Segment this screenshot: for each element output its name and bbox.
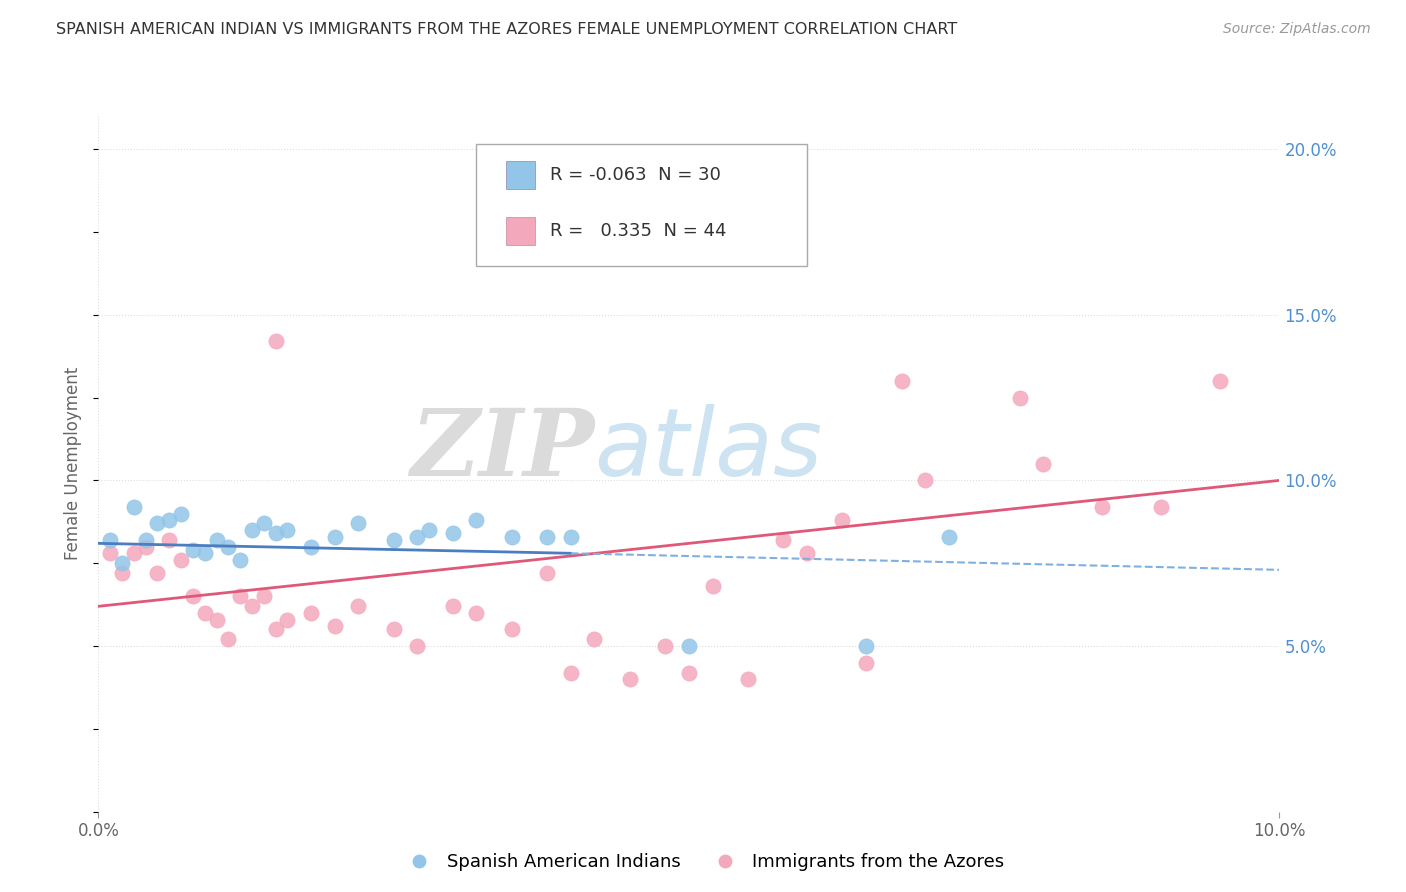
Point xyxy=(205,613,228,627)
Point xyxy=(465,513,488,527)
Point xyxy=(264,623,287,637)
Point xyxy=(560,530,582,544)
Point xyxy=(441,599,464,614)
Point xyxy=(111,556,134,570)
Point xyxy=(170,553,193,567)
Point xyxy=(181,590,204,604)
Point xyxy=(146,516,169,531)
Point xyxy=(560,665,582,680)
Point xyxy=(264,334,287,349)
Point xyxy=(276,523,298,537)
Point xyxy=(1091,500,1114,514)
Point xyxy=(240,599,263,614)
Point xyxy=(702,579,724,593)
Y-axis label: Female Unemployment: Female Unemployment xyxy=(65,368,83,560)
Point xyxy=(619,672,641,686)
Point xyxy=(914,474,936,488)
Point xyxy=(737,672,759,686)
Point xyxy=(217,540,239,554)
Point xyxy=(536,566,558,581)
Text: R = -0.063  N = 30: R = -0.063 N = 30 xyxy=(550,166,720,184)
Point xyxy=(98,546,121,560)
Point xyxy=(253,590,276,604)
Point xyxy=(98,533,121,547)
Text: Source: ZipAtlas.com: Source: ZipAtlas.com xyxy=(1223,22,1371,37)
Point xyxy=(465,606,488,620)
Point xyxy=(194,606,217,620)
Point xyxy=(855,639,877,653)
Point xyxy=(194,546,217,560)
Point xyxy=(347,516,370,531)
Point xyxy=(406,530,429,544)
Point xyxy=(678,639,700,653)
Point xyxy=(1032,457,1054,471)
Point xyxy=(347,599,370,614)
Point xyxy=(855,656,877,670)
Text: SPANISH AMERICAN INDIAN VS IMMIGRANTS FROM THE AZORES FEMALE UNEMPLOYMENT CORREL: SPANISH AMERICAN INDIAN VS IMMIGRANTS FR… xyxy=(56,22,957,37)
Point xyxy=(1008,391,1031,405)
FancyBboxPatch shape xyxy=(506,217,536,244)
FancyBboxPatch shape xyxy=(477,144,807,266)
Point xyxy=(135,540,157,554)
Point xyxy=(181,543,204,558)
Point xyxy=(406,639,429,653)
Point xyxy=(229,553,252,567)
Point xyxy=(146,566,169,581)
Point xyxy=(276,613,298,627)
Point xyxy=(157,513,180,527)
Point xyxy=(441,526,464,541)
Point xyxy=(831,513,853,527)
Point xyxy=(135,533,157,547)
Text: atlas: atlas xyxy=(595,404,823,495)
Point xyxy=(796,546,818,560)
Point xyxy=(382,533,405,547)
Point xyxy=(122,546,145,560)
Point xyxy=(501,530,523,544)
Legend: Spanish American Indians, Immigrants from the Azores: Spanish American Indians, Immigrants fro… xyxy=(394,847,1012,879)
Point xyxy=(418,523,440,537)
Point xyxy=(122,500,145,514)
FancyBboxPatch shape xyxy=(506,161,536,189)
Point xyxy=(299,540,322,554)
Point xyxy=(536,530,558,544)
Point xyxy=(205,533,228,547)
Point xyxy=(264,526,287,541)
Point xyxy=(217,632,239,647)
Point xyxy=(890,374,912,388)
Point xyxy=(678,665,700,680)
Text: ZIP: ZIP xyxy=(411,405,595,495)
Point xyxy=(1150,500,1173,514)
Point xyxy=(299,606,322,620)
Point xyxy=(111,566,134,581)
Text: R =   0.335  N = 44: R = 0.335 N = 44 xyxy=(550,222,725,240)
Point xyxy=(772,533,794,547)
Point xyxy=(157,533,180,547)
Point xyxy=(229,590,252,604)
Point xyxy=(501,623,523,637)
Point xyxy=(654,639,676,653)
Point xyxy=(253,516,276,531)
Point xyxy=(938,530,960,544)
Point xyxy=(1209,374,1232,388)
Point xyxy=(323,530,346,544)
Point xyxy=(382,623,405,637)
Point xyxy=(323,619,346,633)
Point xyxy=(170,507,193,521)
Point xyxy=(583,632,606,647)
Point xyxy=(240,523,263,537)
